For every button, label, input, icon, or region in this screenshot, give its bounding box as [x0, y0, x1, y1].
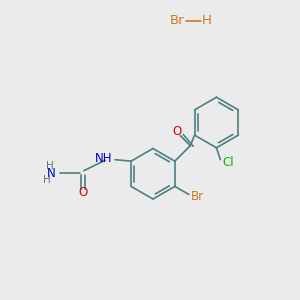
Text: Cl: Cl [222, 156, 234, 169]
Text: H: H [202, 14, 212, 27]
Text: NH: NH [95, 152, 113, 165]
Text: O: O [172, 125, 182, 138]
Text: N: N [47, 167, 56, 179]
Text: H: H [46, 160, 53, 171]
Text: H: H [44, 175, 51, 184]
Text: Br: Br [191, 190, 204, 203]
Text: O: O [78, 186, 88, 200]
Text: Br: Br [169, 14, 184, 27]
